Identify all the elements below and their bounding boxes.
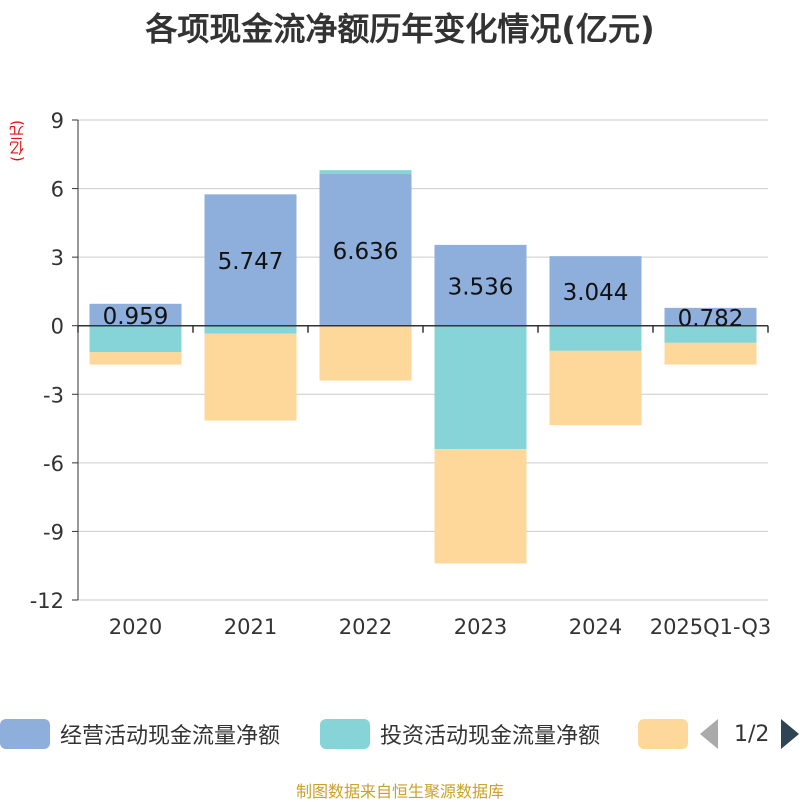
legend-pager: 1/2 xyxy=(700,716,800,752)
bar-operating xyxy=(204,194,297,326)
bar-investing xyxy=(319,170,412,175)
chevron-left-icon[interactable] xyxy=(700,719,718,749)
x-tick-label: 2021 xyxy=(224,615,277,639)
bar-financing xyxy=(204,333,297,421)
legend-swatch-operating xyxy=(0,719,50,749)
legend-swatch-investing xyxy=(320,719,370,749)
legend-swatch-financing xyxy=(638,719,688,749)
legend-label-investing: 投资活动现金流量净额 xyxy=(380,724,601,749)
bar-financing xyxy=(434,449,527,564)
x-tick-label: 2022 xyxy=(339,615,392,639)
bar-operating xyxy=(434,244,527,326)
y-tick-label: -9 xyxy=(43,520,64,544)
bar-investing xyxy=(549,325,642,351)
bar-financing xyxy=(664,342,757,365)
bar-investing xyxy=(204,325,297,334)
bar-operating xyxy=(664,307,757,326)
bar-financing xyxy=(89,352,182,365)
bar-chart: 9 6 3 0 -3 -6 -9 -12 2020 2021 2022 2023 2024 2025Q1-… xyxy=(30,109,772,639)
x-tick-label: 2023 xyxy=(454,615,507,639)
y-tick-label: 6 xyxy=(51,178,64,202)
bar-operating xyxy=(89,303,182,326)
chevron-right-icon[interactable] xyxy=(781,719,800,749)
bar-financing xyxy=(549,350,642,426)
x-tick-label: 2024 xyxy=(569,615,622,639)
x-tick-label: 2020 xyxy=(109,615,162,639)
data-label: 0.959 xyxy=(103,304,169,330)
y-tick-label: -6 xyxy=(43,452,64,476)
legend-label-operating: 经营活动现金流量净额 xyxy=(60,724,281,749)
legend: 经营活动现金流量净额 投资活动现金流量净额 xyxy=(0,716,800,752)
x-tick-label: 2025Q1-Q3 xyxy=(650,615,772,639)
legend-page-indicator: 1/2 xyxy=(734,721,770,747)
legend-item-financing[interactable] xyxy=(638,716,688,752)
bar-operating xyxy=(319,174,412,326)
legend-item-investing[interactable]: 投资活动现金流量净额 xyxy=(320,716,600,752)
bar-investing xyxy=(89,325,182,352)
data-label: 5.747 xyxy=(218,249,284,275)
legend-item-operating[interactable]: 经营活动现金流量净额 xyxy=(0,716,280,752)
y-tick-label: -3 xyxy=(43,383,64,407)
y-tick-label: 3 xyxy=(51,246,64,270)
data-label: 3.044 xyxy=(563,280,629,306)
data-source-note: 制图数据来自恒生聚源数据库 xyxy=(295,782,504,801)
y-tick-label: -12 xyxy=(30,589,64,613)
bar-financing xyxy=(319,325,412,381)
bar-investing xyxy=(434,325,527,450)
y-tick-label: 9 xyxy=(51,109,64,133)
chart-title: 各项现金流净额历年变化情况(亿元) xyxy=(145,10,655,48)
y-tick-label: 0 xyxy=(51,315,64,339)
data-label: 6.636 xyxy=(333,239,399,265)
data-label: 3.536 xyxy=(448,274,514,300)
data-label: 0.782 xyxy=(678,306,744,332)
bar-investing xyxy=(664,325,757,343)
bar-operating xyxy=(549,256,642,326)
